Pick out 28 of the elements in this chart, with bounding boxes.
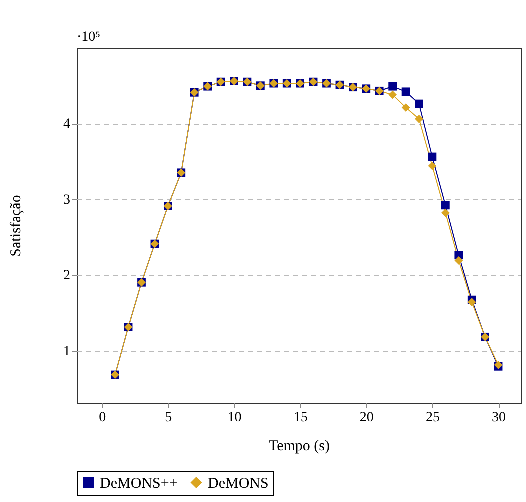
point (454, 256, 464, 265)
y-tick-label: 3 (64, 192, 70, 208)
text: ·10⁵ (77, 30, 101, 45)
point (428, 162, 437, 170)
point (402, 88, 410, 96)
point (441, 201, 450, 210)
legend-label: DeMONS++ (100, 476, 178, 492)
x-tick-label: 5 (165, 410, 172, 426)
y-axis-title: Satisfação (8, 195, 24, 257)
y-tick-label: 1 (64, 344, 70, 360)
x-tick-label: 25 (426, 410, 440, 426)
point (468, 298, 476, 307)
x-tick-label: 30 (492, 410, 506, 426)
x-tick-label: 15 (294, 410, 308, 426)
y-tick-label: 4 (64, 117, 70, 132)
point (428, 152, 437, 162)
x-tick-label: 0 (99, 410, 106, 426)
point (441, 208, 450, 218)
point (388, 90, 398, 100)
legend-label: DeMONS (208, 476, 269, 492)
x-tick-label: 10 (228, 410, 242, 426)
point (388, 82, 398, 91)
point (415, 100, 424, 108)
y-tick-label: 2 (64, 268, 70, 284)
point (402, 104, 410, 112)
x-axis-title: Tempo (s) (268, 438, 330, 454)
point (415, 114, 424, 124)
x-tick-label: 20 (360, 410, 374, 426)
